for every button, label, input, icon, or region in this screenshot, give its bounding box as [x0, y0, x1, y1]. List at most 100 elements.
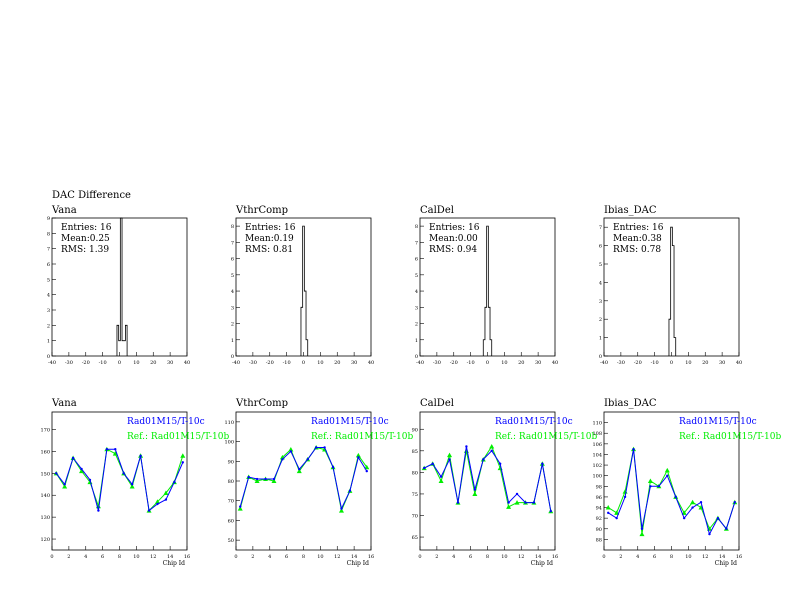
graph-caldel-title: CalDel: [420, 398, 454, 409]
x-tick-label: 0: [302, 360, 305, 366]
test-point: [247, 475, 250, 479]
test-point: [507, 501, 510, 504]
x-tick-label: -20: [82, 360, 90, 366]
test-point: [699, 501, 703, 504]
test-point: [682, 516, 686, 520]
y-tick-label: 7: [47, 247, 50, 253]
x-tick-label: 12: [702, 554, 708, 560]
y-tick-label: 110: [592, 421, 602, 427]
y-tick-label: 160: [40, 449, 50, 455]
hist-ibias-title: Ibias_DAC: [604, 205, 657, 216]
test-point: [114, 448, 117, 451]
legend-test: Rad01M15/T-10c: [127, 417, 205, 427]
y-tick-label: 70: [412, 514, 418, 520]
x-tick-label: 12: [518, 554, 524, 560]
test-point: [465, 445, 468, 448]
test-point: [666, 474, 669, 477]
test-point: [490, 449, 493, 453]
ref-point: [514, 500, 520, 505]
legend-ref: Ref.: Rad01M15/T-10b: [311, 432, 413, 442]
x-tick-label: 14: [719, 554, 725, 560]
test-point: [515, 492, 519, 496]
legend-test: Rad01M15/T-10c: [679, 417, 757, 427]
x-tick-label: 4: [84, 554, 87, 560]
x-tick-label: 0: [234, 554, 237, 560]
x-tick-label: 0: [602, 554, 605, 560]
y-tick-label: 1: [599, 336, 602, 342]
y-tick-label: 7: [599, 225, 602, 231]
test-point: [423, 466, 426, 470]
x-tick-label: -10: [467, 360, 475, 366]
ref-point: [180, 453, 186, 458]
y-tick-label: 6: [599, 244, 602, 250]
y-tick-label: 88: [596, 537, 602, 543]
test-point: [80, 467, 83, 471]
x-tick-label: 0: [486, 360, 489, 366]
x-axis-label: Chip Id: [163, 560, 185, 567]
x-tick-label: -30: [249, 360, 257, 366]
test-point: [164, 498, 168, 501]
histogram-bars: [116, 217, 128, 356]
x-tick-label: -20: [266, 360, 274, 366]
y-tick-label: 130: [40, 515, 50, 521]
test-point: [431, 462, 434, 465]
x-tick-label: 10: [133, 554, 139, 560]
y-tick-label: 6: [415, 257, 418, 263]
x-tick-label: -40: [416, 360, 424, 366]
series-line-test: [423, 446, 552, 512]
test-point: [331, 466, 335, 469]
x-tick-label: 8: [486, 554, 489, 560]
x-tick-label: 10: [501, 554, 507, 560]
y-tick-label: 0: [415, 354, 418, 360]
x-tick-label: 10: [501, 360, 507, 366]
hist-vthrcomp-title: VthrComp: [236, 205, 289, 216]
x-tick-label: 12: [150, 554, 156, 560]
x-tick-label: 2: [435, 554, 438, 560]
ref-point: [79, 468, 85, 474]
y-tick-label: 90: [596, 527, 602, 533]
x-tick-label: -40: [600, 360, 608, 366]
y-tick-label: 50: [228, 538, 234, 544]
test-point: [473, 488, 477, 491]
test-point: [139, 454, 142, 458]
x-tick-label: 14: [535, 554, 541, 560]
ref-point: [112, 451, 118, 456]
test-point: [348, 489, 352, 493]
y-tick-label: 5: [599, 262, 602, 268]
y-tick-label: 3: [415, 305, 418, 311]
y-tick-label: 1: [231, 338, 234, 344]
ref-point: [154, 499, 160, 504]
x-tick-label: 16: [368, 554, 374, 560]
x-tick-label: 0: [418, 554, 421, 560]
y-tick-label: 0: [599, 354, 602, 360]
x-tick-label: 16: [184, 554, 190, 560]
y-tick-label: 60: [228, 518, 234, 524]
stats-mean: Mean:0.38: [613, 234, 662, 244]
stats-mean: Mean:0.00: [429, 234, 478, 244]
stats-entries: Entries: 16: [429, 223, 480, 233]
y-tick-label: 5: [47, 277, 50, 283]
x-tick-label: 40: [736, 360, 742, 366]
test-point: [272, 477, 276, 481]
test-point: [549, 509, 552, 513]
x-tick-label: 0: [670, 360, 673, 366]
histogram-bars: [668, 226, 677, 356]
y-tick-label: 2: [231, 322, 234, 328]
x-tick-label: 10: [317, 360, 323, 366]
y-tick-label: 8: [231, 224, 234, 230]
y-tick-label: 0: [231, 354, 234, 360]
test-point: [524, 501, 527, 504]
test-point: [340, 507, 343, 510]
stats-entries: Entries: 16: [245, 223, 296, 233]
test-point: [725, 527, 728, 530]
x-tick-label: 4: [268, 554, 271, 560]
y-tick-label: 70: [228, 499, 234, 505]
test-point: [691, 506, 694, 509]
y-tick-label: 104: [592, 452, 602, 458]
legend-test: Rad01M15/T-10c: [311, 417, 389, 427]
x-tick-label: -10: [651, 360, 659, 366]
y-tick-label: 150: [40, 471, 50, 477]
legend-test: Rad01M15/T-10c: [495, 417, 573, 427]
x-tick-label: -30: [65, 360, 73, 366]
x-tick-label: -30: [433, 360, 441, 366]
